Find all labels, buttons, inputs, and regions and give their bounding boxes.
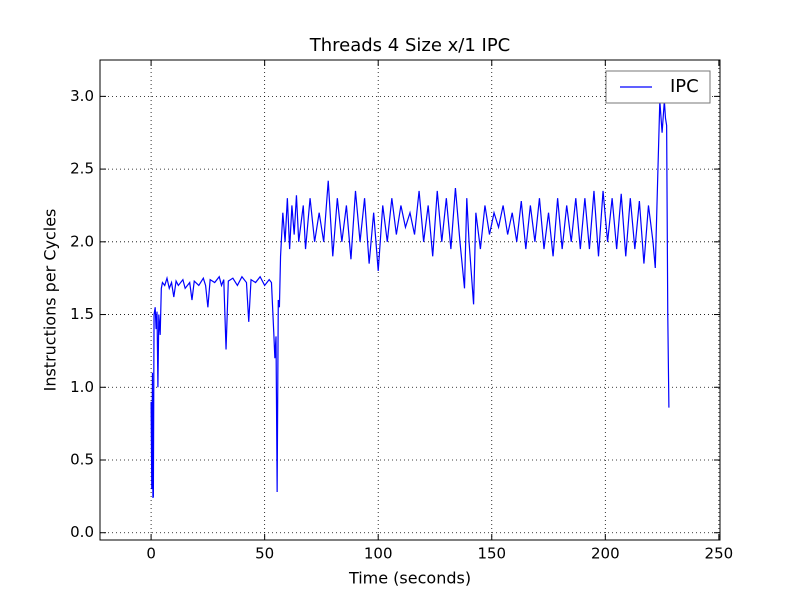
data-line xyxy=(150,100,670,498)
x-tick-label: 250 xyxy=(705,545,734,563)
legend-label: IPC xyxy=(670,76,699,97)
y-tick-label: 1.5 xyxy=(70,305,94,323)
x-tick-label: 0 xyxy=(146,545,156,563)
x-tick-label: 200 xyxy=(591,545,620,563)
y-tick-label: 0.0 xyxy=(70,523,94,541)
plot-frame xyxy=(99,59,721,541)
y-tick-label: 1.0 xyxy=(70,378,94,396)
x-axis-label: Time (seconds) xyxy=(348,569,471,588)
x-tick-label: 150 xyxy=(477,545,506,563)
y-tick-label: 3.0 xyxy=(70,87,94,105)
y-tick-label: 2.5 xyxy=(70,160,94,178)
chart-title: Threads 4 Size x/1 IPC xyxy=(309,35,511,56)
x-tick-label: 100 xyxy=(364,545,393,563)
y-tick-label: 0.5 xyxy=(70,451,94,469)
x-tick-label: 50 xyxy=(255,545,274,563)
y-axis-label: Instructions per Cycles xyxy=(41,209,60,392)
y-tick-label: 2.0 xyxy=(70,232,94,250)
